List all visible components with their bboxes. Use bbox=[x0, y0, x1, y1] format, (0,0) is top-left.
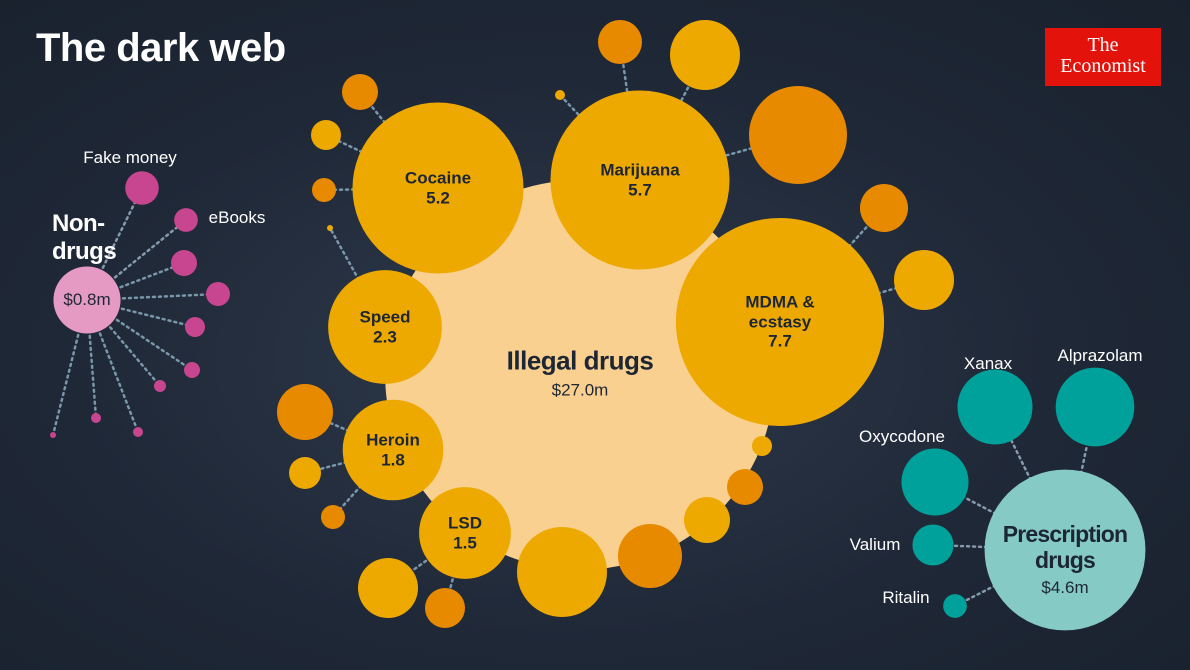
item-bubble bbox=[352, 102, 524, 274]
group-bubble bbox=[53, 266, 121, 334]
item-value: 7.7 bbox=[768, 331, 792, 351]
minor-bubble bbox=[185, 317, 205, 337]
item-name: Marijuana bbox=[600, 160, 680, 180]
item-name: LSD bbox=[448, 513, 482, 533]
group-bubble bbox=[385, 180, 775, 570]
item-label: Cocaine 5.2 bbox=[383, 168, 493, 207]
minor-bubble bbox=[358, 558, 418, 618]
item-name: MDMA & ecstasy bbox=[745, 292, 815, 332]
item-bubble bbox=[328, 270, 442, 384]
minor-bubble bbox=[50, 432, 56, 438]
minor-bubble bbox=[860, 184, 908, 232]
item-label: LSD 1.5 bbox=[410, 513, 520, 552]
group-label: Illegal drugs $27.0m bbox=[470, 345, 690, 400]
item-bubble bbox=[901, 448, 969, 516]
item-bubble bbox=[912, 524, 954, 566]
minor-bubble bbox=[618, 524, 682, 588]
group-value: $4.6m bbox=[1041, 578, 1089, 598]
item-bubble bbox=[419, 487, 511, 579]
item-value: 5.7 bbox=[628, 180, 652, 199]
minor-bubble bbox=[342, 74, 378, 110]
minor-bubble bbox=[171, 250, 197, 276]
minor-bubble bbox=[277, 384, 333, 440]
item-bubble bbox=[174, 208, 198, 232]
item-label: MDMA & ecstasy 7.7 bbox=[725, 293, 835, 352]
minor-bubble bbox=[752, 436, 772, 456]
item-name: Speed bbox=[359, 307, 411, 327]
minor-bubble bbox=[184, 362, 200, 378]
item-bubble bbox=[957, 369, 1033, 445]
minor-bubble bbox=[91, 413, 101, 423]
connector bbox=[85, 292, 220, 302]
item-value: 5.2 bbox=[426, 188, 450, 207]
group-value: $0.8m bbox=[63, 290, 111, 310]
item-name: Cocaine bbox=[404, 168, 472, 188]
item-label: Speed 2.3 bbox=[330, 307, 440, 346]
minor-bubble bbox=[555, 90, 565, 100]
group-name: Non-drugs bbox=[52, 210, 117, 265]
chart-title: The dark web bbox=[36, 26, 286, 70]
item-name: Xanax bbox=[963, 354, 1013, 374]
brand-logo: The Economist bbox=[1045, 28, 1161, 86]
minor-bubble bbox=[321, 505, 345, 529]
minor-bubble bbox=[749, 86, 847, 184]
item-bubble bbox=[125, 171, 159, 205]
item-value: 1.5 bbox=[453, 533, 477, 552]
minor-bubble bbox=[311, 120, 341, 150]
item-name: Valium bbox=[849, 535, 901, 555]
item-value: 2.3 bbox=[373, 327, 397, 346]
item-value: 1.8 bbox=[381, 450, 405, 469]
item-name: Heroin bbox=[366, 430, 420, 450]
item-name: Ritalin bbox=[882, 588, 930, 608]
minor-bubble bbox=[894, 250, 954, 310]
item-label: Heroin 1.8 bbox=[338, 430, 448, 469]
item-bubble bbox=[943, 594, 967, 618]
item-name: Fake money bbox=[83, 148, 177, 168]
minor-bubble bbox=[425, 588, 465, 628]
item-bubble bbox=[550, 90, 730, 270]
group-name: Illegal drugs bbox=[506, 345, 654, 376]
minor-bubble bbox=[727, 469, 763, 505]
minor-bubble bbox=[289, 457, 321, 489]
minor-bubble bbox=[312, 178, 336, 202]
minor-bubble bbox=[327, 225, 333, 231]
group-value: $27.0m bbox=[551, 380, 609, 400]
minor-bubble bbox=[598, 20, 642, 64]
minor-bubble bbox=[154, 380, 166, 392]
item-label: Marijuana 5.7 bbox=[585, 160, 695, 199]
brand-line: The bbox=[1087, 34, 1119, 56]
minor-bubble bbox=[517, 527, 607, 617]
brand-line: Economist bbox=[1060, 55, 1146, 77]
item-name: eBooks bbox=[208, 208, 266, 228]
minor-bubble bbox=[133, 427, 143, 437]
group-bubble bbox=[984, 469, 1146, 631]
minor-bubble bbox=[670, 20, 740, 90]
item-bubble bbox=[675, 217, 885, 427]
item-name: Oxycodone bbox=[859, 427, 945, 447]
item-bubble bbox=[342, 399, 444, 501]
item-name: Alprazolam bbox=[1057, 346, 1143, 366]
group-name: Prescription drugs bbox=[1002, 521, 1128, 573]
minor-bubble bbox=[206, 282, 230, 306]
item-bubble bbox=[1055, 367, 1135, 447]
minor-bubble bbox=[684, 497, 730, 543]
